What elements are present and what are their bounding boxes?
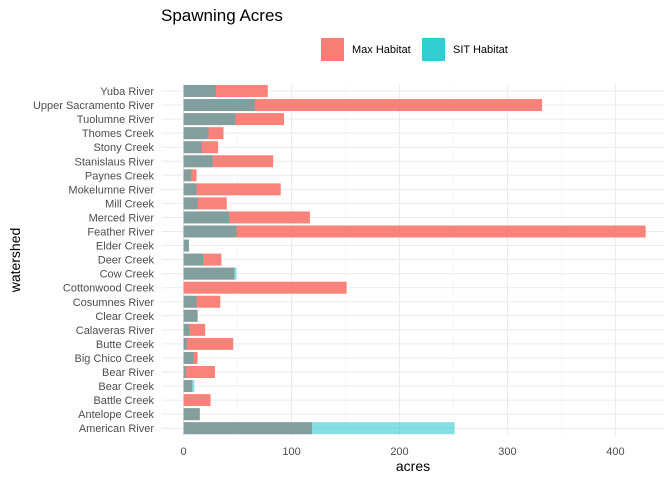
- bar-sit-habitat: [183, 366, 186, 378]
- bar-sit-habitat: [183, 408, 200, 421]
- bar-max-habitat: [183, 211, 310, 224]
- y-tick-label: Thomes Creek: [82, 128, 155, 140]
- bar-sit-habitat: [183, 113, 236, 126]
- bar-sit-habitat: [183, 155, 213, 168]
- bar-sit-habitat: [183, 253, 204, 266]
- bar-max-habitat: [183, 366, 215, 378]
- bar-max-habitat: [183, 380, 193, 393]
- bar-sit-habitat: [183, 141, 202, 154]
- bar-max-habitat: [183, 351, 198, 364]
- bar-max-habitat: [183, 239, 189, 252]
- bar-max-habitat: [183, 323, 206, 336]
- legend-max-habitat-key: [321, 38, 344, 61]
- y-tick-label: Paynes Creek: [85, 170, 155, 182]
- y-tick-label: Merced River: [89, 212, 155, 224]
- y-tick-label: Bear River: [102, 367, 154, 379]
- bar-max-habitat: [183, 169, 197, 182]
- y-tick-label: Deer Creek: [98, 255, 155, 267]
- x-tick-label: 200: [390, 446, 408, 458]
- x-tick-label: 300: [498, 446, 516, 458]
- y-axis-label: watershed: [7, 228, 23, 294]
- bar-sit-habitat: [183, 337, 187, 350]
- bar-max-habitat: [183, 127, 224, 140]
- y-axis-ticks: Yuba River Upper Sacramento River Tuolumne…: [33, 86, 155, 435]
- bar-sit-habitat: [183, 197, 198, 210]
- bar-max-habitat: [183, 155, 274, 168]
- bar-max-habitat: [183, 183, 281, 196]
- y-tick-label: Upper Sacramento River: [33, 100, 154, 112]
- bar-sit-habitat: [183, 211, 229, 224]
- legend-sit-habitat-key: [422, 38, 445, 61]
- y-tick-label: Calaveras River: [76, 325, 155, 337]
- bar-sit-habitat: [183, 183, 197, 196]
- y-tick-label: Elder Creek: [96, 241, 155, 253]
- y-tick-label: Antelope Creek: [78, 409, 154, 421]
- bar-max-habitat: [183, 281, 347, 294]
- bar-sit-habitat: [183, 323, 189, 336]
- y-tick-label: Yuba River: [100, 86, 154, 98]
- bar-sit-habitat: [183, 85, 216, 97]
- y-tick-label: Cosumnes River: [73, 297, 155, 309]
- y-tick-label: Mokelumne River: [68, 184, 154, 196]
- y-tick-label: American River: [79, 423, 155, 435]
- bar-sit-habitat: [183, 169, 192, 182]
- bar-sit-habitat: [183, 295, 197, 308]
- bar-sit-habitat: [183, 99, 255, 112]
- x-tick-label: 0: [181, 446, 187, 458]
- bar-sit-habitat: [183, 309, 198, 322]
- y-tick-label: Bear Creek: [98, 381, 154, 393]
- x-axis-ticks: 0 100 200 300 400: [181, 446, 625, 458]
- y-tick-label: Cottonwood Creek: [63, 283, 155, 295]
- x-tick-label: 100: [282, 446, 300, 458]
- bar-max-habitat: [183, 408, 200, 421]
- y-tick-label: Stony Creek: [93, 142, 154, 154]
- legend-max-habitat-label: Max Habitat: [352, 44, 411, 56]
- bar-max-habitat: [183, 197, 227, 210]
- y-tick-label: Feather River: [87, 227, 154, 239]
- bar-max-habitat: [183, 337, 234, 350]
- y-tick-label: Cow Creek: [100, 269, 155, 281]
- bar-max-habitat: [183, 422, 313, 435]
- bar-max-habitat: [183, 113, 284, 126]
- bar-sit-habitat: [183, 351, 194, 364]
- grid: [162, 84, 664, 436]
- y-tick-label: Big Chico Creek: [75, 353, 155, 365]
- y-tick-label: Clear Creek: [95, 311, 154, 323]
- bar-sit-habitat: [183, 239, 189, 252]
- bar-sit-habitat: [183, 225, 237, 238]
- bars: [183, 85, 646, 435]
- y-tick-label: Butte Creek: [96, 339, 155, 351]
- y-tick-label: Mill Creek: [105, 198, 154, 210]
- chart-title: Spawning Acres: [161, 6, 283, 25]
- bar-max-habitat: [183, 141, 219, 154]
- y-tick-label: Battle Creek: [93, 395, 154, 407]
- legend: Max Habitat SIT Habitat: [321, 38, 508, 61]
- x-tick-label: 400: [606, 446, 624, 458]
- bar-max-habitat: [183, 85, 268, 97]
- bar-max-habitat: [183, 253, 222, 266]
- bar-max-habitat: [183, 309, 198, 322]
- bar-max-habitat: [183, 295, 221, 308]
- legend-sit-habitat-label: SIT Habitat: [453, 44, 508, 56]
- bar-max-habitat: [183, 267, 235, 280]
- y-tick-label: Stanislaus River: [75, 156, 155, 168]
- bar-sit-habitat: [183, 127, 209, 140]
- bar-sit-habitat: [183, 422, 455, 435]
- bar-max-habitat: [183, 394, 211, 407]
- bar-max-habitat: [183, 99, 543, 112]
- bar-sit-habitat: [183, 380, 195, 393]
- bar-max-habitat: [183, 225, 646, 238]
- y-tick-label: Tuolumne River: [77, 114, 155, 126]
- bar-sit-habitat: [183, 267, 237, 280]
- x-axis-label: acres: [396, 458, 430, 474]
